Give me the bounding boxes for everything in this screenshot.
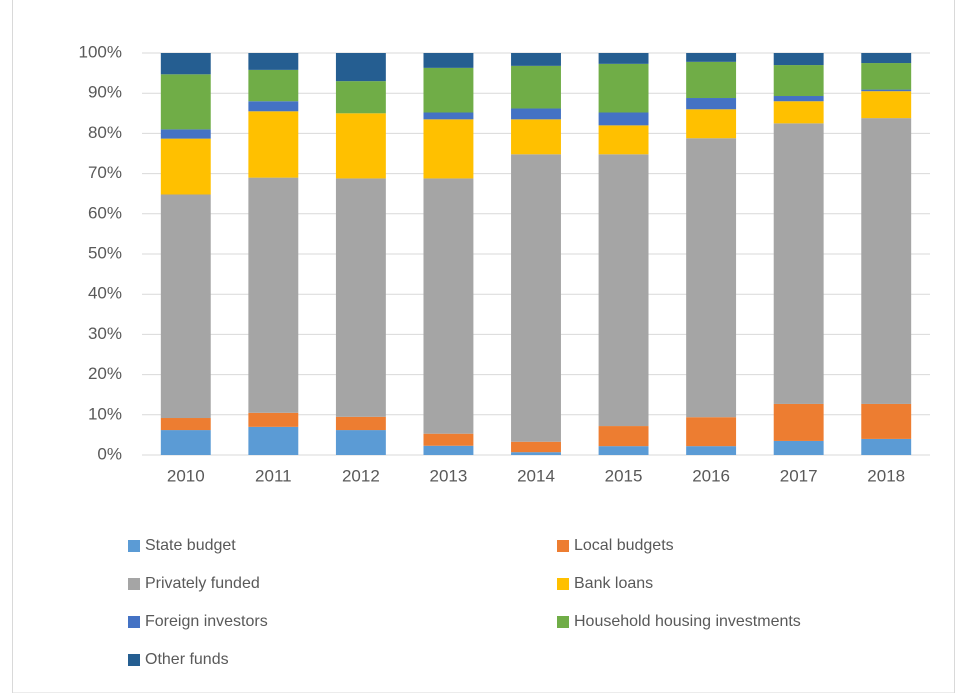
bar-segment [598, 154, 649, 427]
x-tick-label: 2018 [867, 466, 905, 485]
y-tick-label: 40% [88, 284, 122, 303]
bar-segment [773, 101, 824, 124]
bar-segment [423, 112, 474, 120]
bar-segment [511, 65, 561, 109]
bar-segment [861, 403, 912, 439]
bar-segment [160, 194, 211, 419]
bar-segment [335, 113, 386, 179]
bar-segment [598, 63, 649, 113]
x-tick-label: 2015 [605, 466, 643, 485]
y-tick-label: 80% [88, 123, 122, 142]
bar-segment [423, 178, 474, 434]
legend-swatch [128, 654, 140, 666]
x-tick-label: 2016 [692, 466, 730, 485]
bar-segment [511, 108, 561, 120]
bar-segment [423, 433, 474, 446]
bar-segment [160, 418, 211, 431]
bar-segment [160, 53, 211, 75]
legend-swatch [128, 578, 140, 590]
legend-swatch [557, 616, 569, 628]
bar-segment [861, 118, 912, 404]
bar-segment [423, 53, 474, 68]
bar-segment [248, 177, 299, 413]
bar-segment [686, 138, 737, 418]
bar-segment [248, 111, 299, 178]
bar-segment [598, 426, 649, 447]
bar-segment [686, 61, 737, 99]
y-tick-label: 70% [88, 163, 122, 182]
y-tick-label: 90% [88, 83, 122, 102]
bar-segment [598, 125, 649, 155]
bar-segment [160, 129, 211, 139]
y-tick-label: 60% [88, 203, 122, 222]
y-tick-label: 0% [97, 444, 122, 463]
bar-segment [248, 426, 299, 455]
bar-segment [423, 119, 474, 179]
bar-segment [335, 81, 386, 114]
x-tick-label: 2011 [255, 466, 292, 485]
bar-segment [861, 438, 912, 455]
bar-segment [861, 89, 912, 92]
y-tick-label: 30% [88, 324, 122, 343]
bar-segment [686, 98, 737, 110]
bar-segment [773, 65, 824, 97]
bar-segment [511, 154, 561, 442]
y-tick-label: 50% [88, 243, 122, 262]
legend-label: Bank loans [574, 575, 653, 592]
y-tick-label: 100% [79, 42, 122, 61]
x-tick-label: 2010 [167, 466, 205, 485]
y-tick-label: 10% [88, 404, 122, 423]
legend-swatch [128, 616, 140, 628]
legend-label: Local budgets [574, 537, 674, 554]
bar-segment [160, 430, 211, 455]
legend-label: State budget [145, 537, 236, 554]
bar-segment [335, 53, 386, 82]
bar-segment [598, 53, 649, 64]
bar-segment [773, 53, 824, 66]
legend-label: Privately funded [145, 575, 260, 592]
bar-segment [861, 63, 912, 90]
bar-segment [511, 452, 561, 455]
legend-swatch [557, 578, 569, 590]
bar-segment [773, 96, 824, 102]
bar-segment [335, 430, 386, 455]
bar-segment [511, 119, 561, 155]
bar-segment [423, 445, 474, 455]
x-tick-label: 2012 [342, 466, 380, 485]
bar-segment [511, 53, 561, 66]
bar-segment [248, 53, 299, 70]
bar-segment [160, 74, 211, 130]
bar-segment [248, 101, 299, 112]
bar-segment [686, 53, 737, 62]
bar-segment [686, 417, 737, 447]
x-tick-label: 2013 [430, 466, 468, 485]
legend-label: Foreign investors [145, 613, 268, 630]
legend-label: Other funds [145, 651, 229, 668]
bar-segment [248, 69, 299, 102]
legend-swatch [557, 540, 569, 552]
bar-segment [773, 403, 824, 441]
x-tick-label: 2014 [517, 466, 555, 485]
bar-segment [160, 138, 211, 195]
bar-segment [861, 53, 912, 64]
bar-segment [686, 446, 737, 455]
legend-swatch [128, 540, 140, 552]
bar-segment [773, 440, 824, 455]
bar-segment [248, 412, 299, 427]
bar-segment [335, 416, 386, 431]
bar-segment [598, 446, 649, 455]
bar-segment [335, 178, 386, 417]
y-tick-label: 20% [88, 364, 122, 383]
bar-segment [773, 123, 824, 404]
bar-segment [598, 112, 649, 126]
bar-segment [861, 91, 912, 119]
legend-label: Household housing investments [574, 613, 801, 630]
x-tick-label: 2017 [780, 466, 818, 485]
bar-segment [511, 441, 561, 453]
bar-segment [423, 67, 474, 113]
bar-segment [686, 109, 737, 139]
